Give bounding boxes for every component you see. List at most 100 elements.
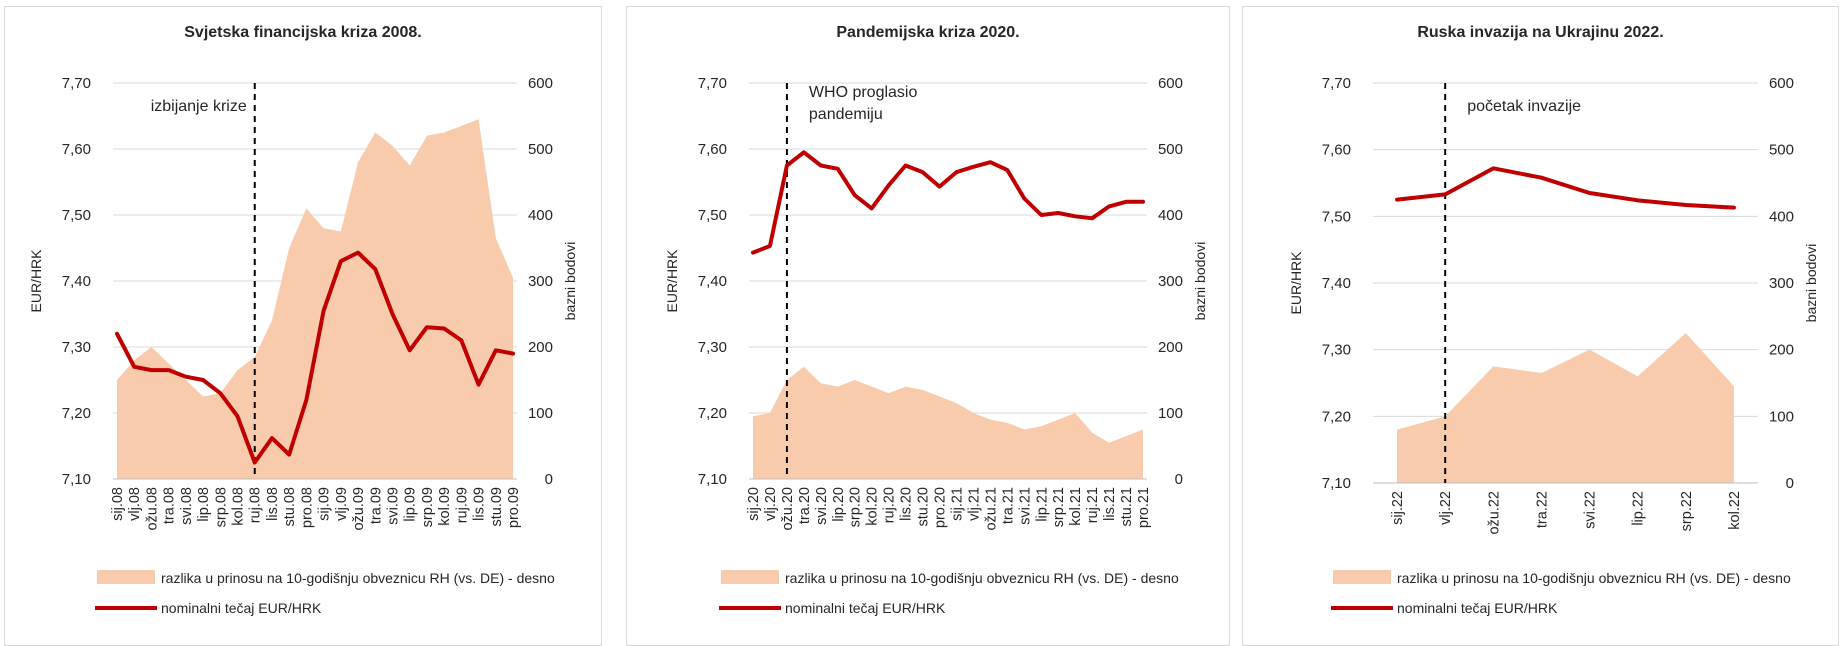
legend-line-label: nominalni tečaj EUR/HRK — [161, 600, 322, 616]
y2-tick-label: 100 — [528, 405, 553, 422]
y2-tick-label: 0 — [1786, 475, 1794, 492]
y2-tick-label: 300 — [528, 273, 553, 290]
chart-title: Pandemijska kriza 2020. — [836, 24, 1019, 41]
x-tick-label: svi.09 — [385, 487, 401, 525]
spread-area — [753, 367, 1143, 479]
y2-tick-label: 200 — [1158, 339, 1183, 356]
y-tick-label: 7,10 — [62, 471, 91, 488]
x-tick-label: ožu.22 — [1486, 491, 1502, 535]
x-tick-label: kol.21 — [1068, 487, 1084, 526]
x-tick-label: pro.21 — [1136, 487, 1152, 528]
y-tick-label: 7,20 — [62, 405, 91, 422]
x-tick-label: lis.09 — [472, 487, 488, 521]
y2-tick-label: 500 — [1158, 141, 1183, 158]
x-tick-label: lis.21 — [1102, 487, 1118, 521]
x-tick-label: vlj.22 — [1438, 491, 1454, 525]
chart-title: Svjetska financijska kriza 2008. — [184, 24, 421, 41]
event-label: početak invazije — [1467, 98, 1581, 115]
x-tick-label: svi.22 — [1583, 491, 1599, 529]
x-tick-label: sij.08 — [110, 487, 126, 521]
x-tick-label: lis.08 — [265, 487, 281, 521]
y-axis-title: EUR/HRK — [664, 249, 680, 313]
x-tick-label: vlj.20 — [763, 487, 779, 521]
x-tick-label: ruj.20 — [882, 487, 898, 523]
x-tick-label: lip.21 — [1034, 487, 1050, 522]
y-tick-label: 7,30 — [1322, 342, 1351, 359]
exchange-rate-line — [1397, 168, 1734, 207]
legend-line-label: nominalni tečaj EUR/HRK — [785, 600, 946, 616]
x-tick-label: sij.09 — [317, 487, 333, 521]
y2-tick-label: 100 — [1158, 405, 1183, 422]
y2-tick-label: 400 — [1769, 208, 1794, 225]
x-tick-label: kol.09 — [437, 487, 453, 526]
x-tick-label: tra.09 — [368, 487, 384, 524]
x-tick-label: stu.21 — [1119, 487, 1135, 527]
y-tick-label: 7,20 — [1322, 408, 1351, 425]
y-axis-title: EUR/HRK — [28, 249, 44, 313]
y-tick-label: 7,60 — [62, 141, 91, 158]
y2-tick-label: 0 — [1175, 471, 1183, 488]
x-tick-label: lip.09 — [403, 487, 419, 522]
x-tick-label: pro.20 — [933, 487, 949, 528]
x-tick-label: kol.22 — [1727, 491, 1743, 530]
x-tick-label: vlj.21 — [966, 487, 982, 521]
y-tick-label: 7,40 — [62, 273, 91, 290]
x-tick-label: vlj.09 — [334, 487, 350, 521]
x-tick-label: tra.22 — [1534, 491, 1550, 528]
x-tick-label: ožu.21 — [983, 487, 999, 531]
y-tick-label: 7,50 — [62, 207, 91, 224]
spread-area — [117, 119, 513, 479]
y-tick-label: 7,50 — [698, 207, 727, 224]
x-tick-label: sij.20 — [746, 487, 762, 521]
x-tick-label: kol.20 — [865, 487, 881, 526]
y-tick-label: 7,70 — [62, 75, 91, 92]
legend-area-label: razlika u prinosu na 10-godišnju obvezni… — [785, 570, 1179, 586]
y2-axis-title: bazni bodovi — [1803, 244, 1819, 323]
y-tick-label: 7,30 — [698, 339, 727, 356]
x-tick-label: vlj.08 — [127, 487, 143, 521]
legend-area-label: razlika u prinosu na 10-godišnju obvezni… — [161, 570, 555, 586]
legend-line-label: nominalni tečaj EUR/HRK — [1397, 600, 1558, 616]
y2-tick-label: 300 — [1158, 273, 1183, 290]
chart-panel-1: Svjetska financijska kriza 2008. 7,10 7,20… — [4, 6, 602, 646]
y2-tick-label: 200 — [1769, 342, 1794, 359]
y-tick-label: 7,50 — [1322, 208, 1351, 225]
y-tick-label: 7,60 — [1322, 142, 1351, 159]
x-tick-label: tra.08 — [162, 487, 178, 524]
x-tick-label: pro.09 — [506, 487, 522, 528]
y2-tick-label: 500 — [528, 141, 553, 158]
x-tick-label: stu.08 — [282, 487, 298, 527]
chart-svg-2: Pandemijska kriza 2020.7,107,207,307,407… — [627, 7, 1229, 627]
x-tick-label: sij.21 — [949, 487, 965, 521]
x-tick-label: srp.21 — [1051, 487, 1067, 527]
x-tick-label: lip.20 — [831, 487, 847, 522]
event-label: WHO proglasio — [809, 84, 918, 101]
y-tick-label: 7,60 — [698, 141, 727, 158]
x-tick-label: srp.22 — [1679, 491, 1695, 531]
x-tick-label: stu.20 — [916, 487, 932, 527]
x-tick-label: lis.20 — [899, 487, 915, 521]
x-tick-label: ruj.21 — [1085, 487, 1101, 523]
y2-tick-label: 600 — [1769, 75, 1794, 92]
x-tick-label: svi.21 — [1017, 487, 1033, 525]
x-tick-label: sij.22 — [1390, 491, 1406, 525]
y2-axis-title: bazni bodovi — [1192, 242, 1208, 321]
x-tick-label: ožu.09 — [351, 487, 367, 531]
y-tick-label: 7,40 — [698, 273, 727, 290]
y2-tick-label: 400 — [528, 207, 553, 224]
event-label: izbijanje krize — [151, 98, 247, 115]
y2-tick-label: 600 — [1158, 75, 1183, 92]
x-tick-label: ožu.08 — [144, 487, 160, 531]
x-tick-label: ruj.08 — [248, 487, 264, 523]
x-tick-label: ruj.09 — [454, 487, 470, 523]
x-tick-label: pro.08 — [299, 487, 315, 528]
x-tick-label: srp.08 — [213, 487, 229, 527]
y-tick-label: 7,30 — [62, 339, 91, 356]
chart-title: Ruska invazija na Ukrajinu 2022. — [1417, 24, 1663, 41]
x-tick-label: kol.08 — [231, 487, 247, 526]
event-label: pandemiju — [809, 106, 883, 123]
x-tick-label: stu.09 — [489, 487, 505, 527]
y2-tick-label: 600 — [528, 75, 553, 92]
y-tick-label: 7,10 — [698, 471, 727, 488]
